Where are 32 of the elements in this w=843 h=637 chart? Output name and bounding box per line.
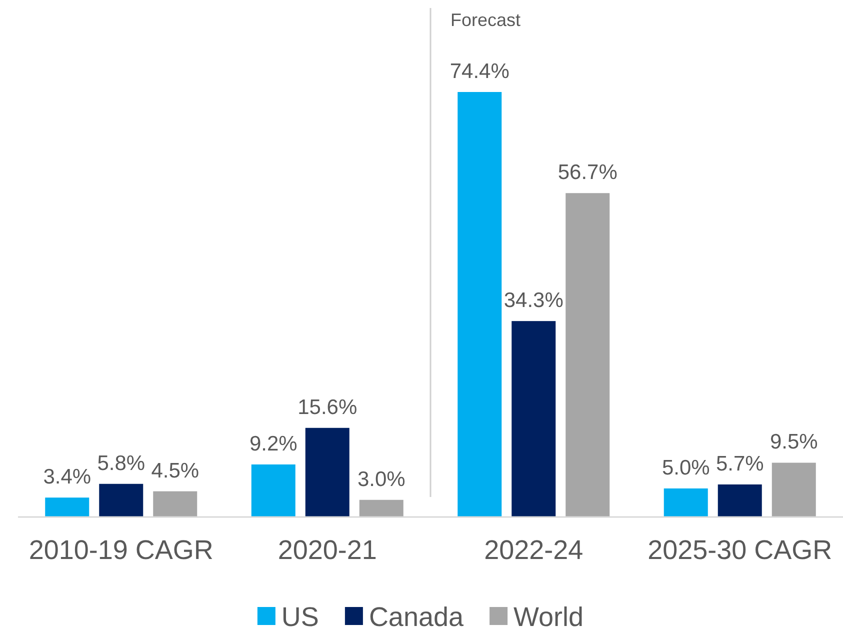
data-label: 4.5%	[151, 459, 200, 482]
x-tick-label: 2020-21	[278, 535, 377, 566]
x-tick-label: 2025-30 CAGR	[648, 535, 832, 566]
bar	[664, 488, 708, 517]
legend-label: US	[281, 602, 319, 632]
bar	[359, 500, 404, 517]
bar	[772, 462, 816, 517]
bar	[305, 428, 350, 517]
data-label: 9.2%	[249, 432, 298, 456]
bar	[566, 193, 610, 517]
bar	[251, 464, 296, 517]
data-label: 5.8%	[97, 452, 146, 475]
data-label: 5.7%	[716, 452, 764, 476]
bar	[512, 321, 556, 517]
x-tick-label: 2010-19 CAGR	[28, 535, 214, 566]
data-label: 56.7%	[558, 161, 618, 184]
bar	[153, 491, 198, 517]
data-label: 15.6%	[298, 396, 358, 419]
x-tick-label: 2022-24	[484, 535, 584, 566]
data-label: 74.4%	[450, 60, 510, 83]
bar	[458, 92, 502, 517]
legend-label: World	[514, 602, 584, 632]
data-label: 3.4%	[43, 466, 92, 489]
bar	[45, 498, 90, 517]
bar	[99, 484, 144, 517]
text: Forecast	[450, 10, 521, 30]
data-label: 3.0%	[357, 468, 406, 491]
data-label: 9.5%	[770, 430, 818, 454]
legend-label: Canada	[368, 602, 465, 632]
data-label: 5.0%	[662, 456, 710, 480]
data-label: 34.3%	[504, 289, 564, 312]
bar	[718, 484, 762, 517]
